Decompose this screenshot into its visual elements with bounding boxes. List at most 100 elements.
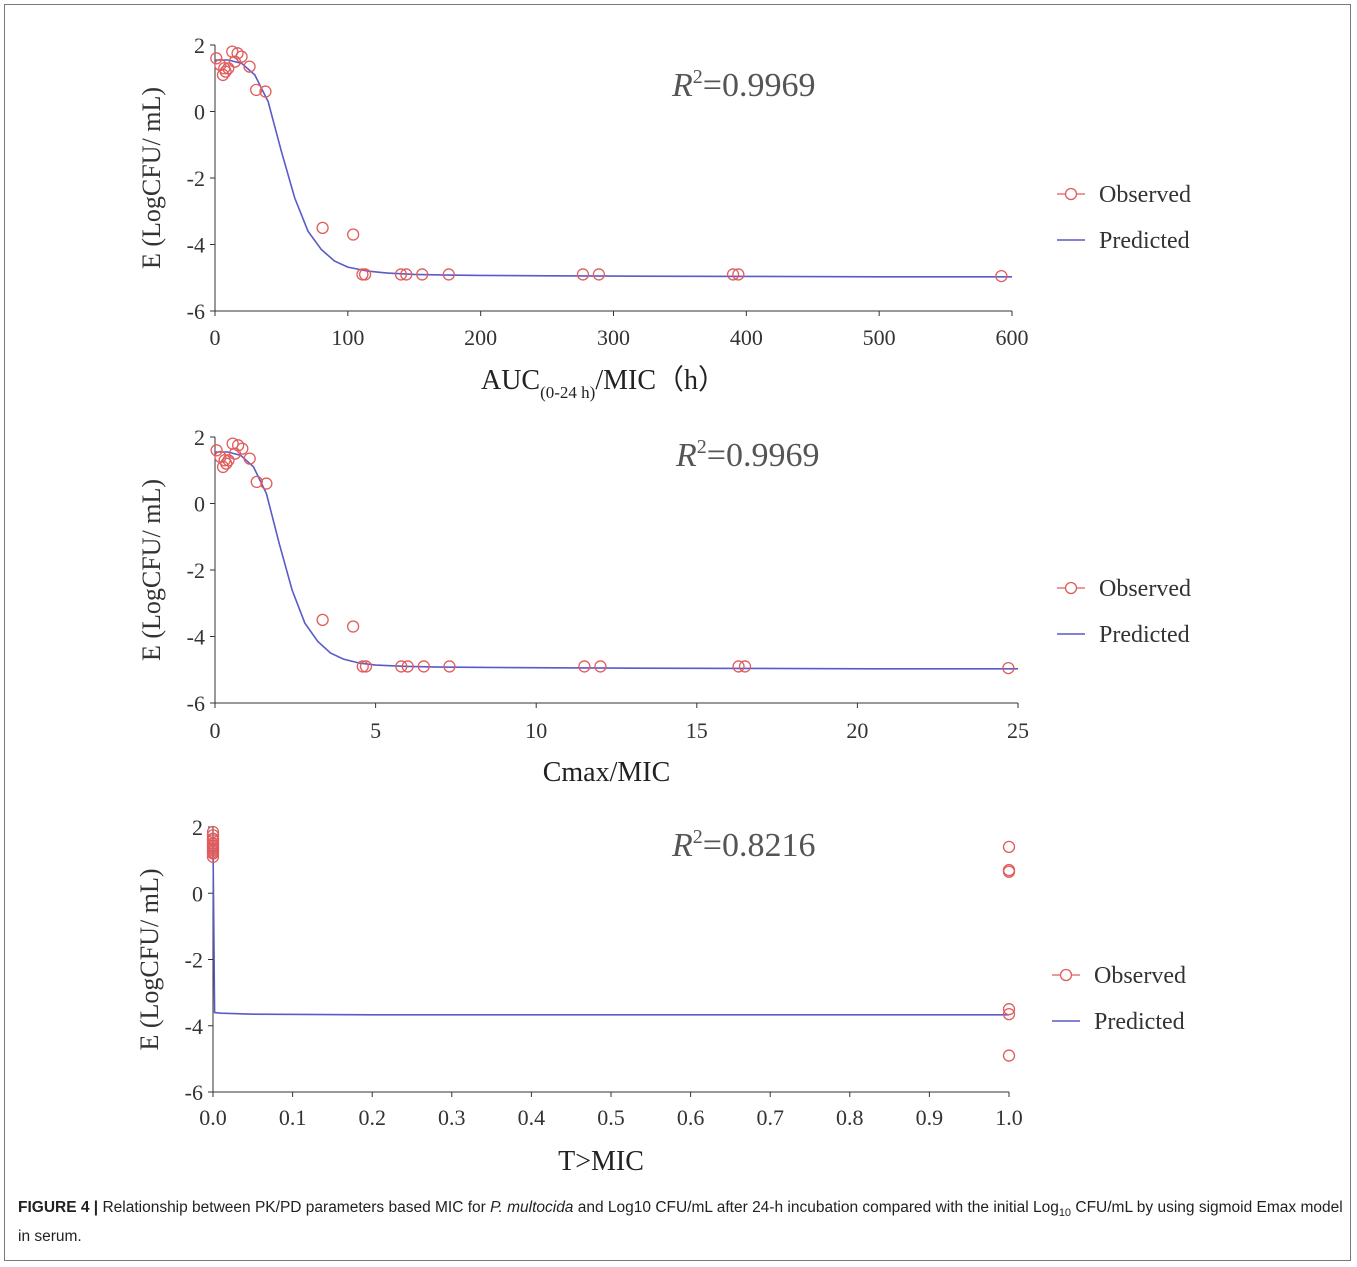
- observed-point: [243, 452, 256, 465]
- predicted-line: [215, 451, 1018, 670]
- x-tick-label: 0: [210, 718, 221, 743]
- observed-point: [250, 83, 263, 97]
- observed-point: [316, 613, 329, 627]
- observed-point: [1002, 661, 1015, 675]
- observed-point: [1002, 1003, 1016, 1016]
- observed-point: [231, 47, 244, 60]
- observed-point: [443, 660, 456, 673]
- observed-point: [222, 62, 235, 75]
- x-tick-label: 200: [464, 325, 497, 350]
- caption-subscript: 10: [1058, 1207, 1072, 1220]
- y-tick-label: -4: [187, 625, 205, 650]
- observed-point: [210, 52, 223, 65]
- legend-predicted-label: Predicted: [1099, 622, 1190, 648]
- caption-label: FIGURE 4 |: [18, 1199, 99, 1216]
- observed-point: [206, 847, 220, 860]
- observed-point: [210, 444, 223, 457]
- observed-point: [259, 85, 272, 98]
- caption-text-1: Relationship between PK/PD parameters ba…: [98, 1199, 491, 1216]
- y-axis-label: E (LogCFU/ mL): [135, 869, 164, 1051]
- legend-observed-marker: [1064, 187, 1078, 201]
- y-tick-label: 2: [192, 815, 203, 840]
- x-tick-label: 500: [863, 325, 896, 350]
- observed-point: [442, 268, 455, 281]
- observed-point: [236, 442, 249, 455]
- y-tick-label: -6: [187, 691, 205, 716]
- observed-point: [594, 660, 607, 673]
- r-squared-symbol: R: [671, 827, 693, 864]
- observed-point: [206, 850, 220, 863]
- y-tick-label: -2: [187, 558, 205, 583]
- y-tick-label: -2: [187, 166, 205, 191]
- x-tick-label: 400: [730, 325, 763, 350]
- observed-point: [1002, 840, 1016, 854]
- x-tick-label: 1.0: [995, 1105, 1023, 1130]
- observed-point: [231, 439, 245, 452]
- chart-panel-3: 2 0 -2 -4 -60.0 0.1 0.2 0.3 0.4 0.5 0.6 0.7 0.8 0.9 1.…: [135, 815, 1186, 1177]
- x-axis-label: AUC(0-24 h)/MIC（h）: [481, 364, 726, 402]
- observed-point: [260, 477, 273, 490]
- observed-point: [346, 620, 360, 633]
- observed-point: [417, 660, 430, 673]
- caption-text-3: CFU/mL by using sigmoid Emax model in se…: [18, 1199, 1343, 1246]
- legend: Observed Predicted: [1052, 963, 1186, 1035]
- x-axis-label-main: AUC: [481, 365, 540, 396]
- observed-point: [356, 660, 369, 673]
- observed-point: [1002, 1008, 1016, 1021]
- x-axis-label-sub: (0-24 h): [540, 383, 595, 402]
- y-tick-label: 0: [194, 492, 205, 517]
- x-tick-label: 10: [525, 718, 547, 743]
- caption-text-2: and Log10 CFU/mL after 24-h incubation c…: [573, 1199, 1059, 1216]
- y-tick-label: -2: [185, 948, 203, 973]
- r-squared-exponent: 2: [697, 436, 707, 458]
- legend: Observed Predicted: [1057, 576, 1191, 648]
- observed-point: [726, 268, 740, 281]
- caption-species: P. multocida: [490, 1199, 574, 1216]
- x-axis-label: T>MIC: [558, 1146, 644, 1177]
- x-tick-label: 15: [686, 718, 708, 743]
- x-tick-label: 25: [1007, 718, 1029, 743]
- figure-frame: [4, 4, 1351, 1261]
- observed-point: [359, 660, 373, 673]
- r-squared-annotation: R2=0.9969: [671, 66, 815, 104]
- y-axis-label: E (LogCFU/ mL): [137, 479, 166, 661]
- y-axis-label: E (LogCFU/ mL): [137, 87, 166, 269]
- chart-panel-2: 20-2-4-60 5 10 15 20 25E (LogCFU/ mL)Cmax/MIC…: [137, 425, 1191, 788]
- x-tick-label: 0.8: [836, 1105, 864, 1130]
- x-tick-label: 0.1: [279, 1105, 307, 1130]
- observed-point: [358, 268, 372, 281]
- observed-point: [235, 50, 248, 63]
- observed-point: [400, 268, 413, 281]
- r-squared-exponent: 2: [693, 66, 703, 88]
- legend-predicted-label: Predicted: [1099, 228, 1190, 254]
- y-tick-label: 2: [194, 425, 205, 450]
- observed-point: [220, 457, 233, 470]
- x-tick-label: 0.6: [677, 1105, 705, 1130]
- legend-observed-label: Observed: [1099, 182, 1191, 208]
- r-squared-symbol: R: [675, 437, 697, 474]
- x-axis-label-rest: /MIC（h）: [595, 364, 726, 396]
- observed-point: [222, 454, 235, 467]
- observed-point: [1002, 1049, 1016, 1062]
- x-tick-label: 0.4: [518, 1105, 546, 1130]
- observed-point: [416, 268, 429, 281]
- y-tick-label: -4: [187, 233, 205, 258]
- observed-point: [592, 268, 606, 281]
- observed-point: [395, 660, 408, 673]
- figure-caption: FIGURE 4 | Relationship between PK/PD pa…: [18, 1196, 1343, 1248]
- x-axis-label: Cmax/MIC: [543, 757, 671, 788]
- y-tick-label: 0: [192, 881, 203, 906]
- y-tick-label: -6: [185, 1080, 203, 1105]
- x-tick-label: 0: [210, 325, 221, 350]
- x-tick-label: 0.3: [438, 1105, 466, 1130]
- legend-predicted-label: Predicted: [1094, 1009, 1185, 1035]
- x-tick-label: 600: [996, 325, 1029, 350]
- observed-point: [576, 268, 590, 281]
- observed-point: [738, 660, 752, 673]
- y-tick-label: -6: [187, 299, 205, 324]
- predicted-line: [215, 59, 1012, 278]
- observed-point: [316, 221, 329, 235]
- observed-point: [578, 660, 591, 673]
- legend: Observed Predicted: [1057, 182, 1191, 254]
